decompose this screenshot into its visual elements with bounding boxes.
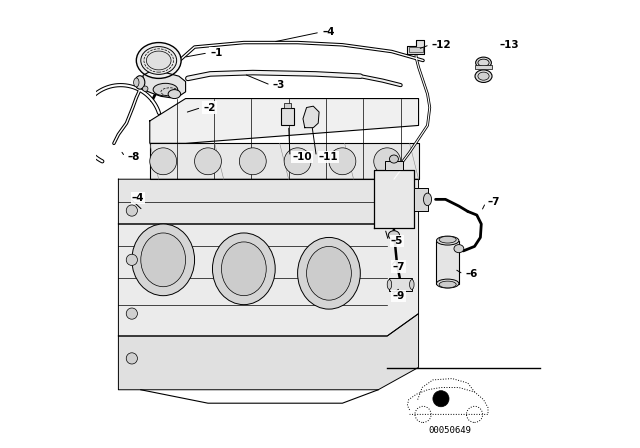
Ellipse shape bbox=[388, 231, 399, 240]
Ellipse shape bbox=[284, 148, 311, 175]
Ellipse shape bbox=[329, 148, 356, 175]
Text: –2: –2 bbox=[204, 103, 216, 112]
Ellipse shape bbox=[239, 148, 266, 175]
Text: –7: –7 bbox=[488, 198, 500, 207]
Text: 00050649: 00050649 bbox=[428, 426, 472, 435]
Ellipse shape bbox=[134, 78, 139, 87]
Ellipse shape bbox=[168, 90, 180, 99]
Ellipse shape bbox=[475, 70, 492, 82]
Polygon shape bbox=[143, 72, 186, 98]
Bar bbox=[385, 161, 403, 170]
Circle shape bbox=[433, 391, 449, 407]
Ellipse shape bbox=[126, 353, 138, 364]
Ellipse shape bbox=[476, 57, 492, 69]
Bar bbox=[409, 47, 422, 52]
Ellipse shape bbox=[424, 193, 431, 206]
Ellipse shape bbox=[439, 281, 456, 288]
Ellipse shape bbox=[141, 47, 177, 74]
Ellipse shape bbox=[135, 76, 145, 89]
Ellipse shape bbox=[147, 51, 171, 70]
Bar bbox=[476, 65, 492, 69]
Text: –11: –11 bbox=[319, 152, 339, 162]
Text: –5: –5 bbox=[391, 236, 403, 246]
Ellipse shape bbox=[374, 148, 401, 175]
Text: –4: –4 bbox=[132, 193, 145, 203]
Bar bbox=[282, 108, 294, 125]
Polygon shape bbox=[374, 170, 414, 228]
Ellipse shape bbox=[439, 237, 456, 243]
Polygon shape bbox=[118, 314, 419, 390]
Ellipse shape bbox=[298, 237, 360, 309]
Ellipse shape bbox=[132, 224, 195, 296]
Ellipse shape bbox=[141, 233, 186, 287]
Text: –9: –9 bbox=[392, 291, 405, 301]
Ellipse shape bbox=[478, 72, 489, 80]
Ellipse shape bbox=[389, 155, 398, 163]
Ellipse shape bbox=[478, 59, 489, 66]
Ellipse shape bbox=[195, 148, 221, 175]
Text: –12: –12 bbox=[432, 40, 452, 50]
Text: –4: –4 bbox=[323, 27, 335, 37]
Ellipse shape bbox=[212, 233, 275, 305]
Polygon shape bbox=[407, 40, 424, 54]
Ellipse shape bbox=[410, 280, 414, 289]
Polygon shape bbox=[118, 179, 419, 224]
Text: –1: –1 bbox=[210, 48, 223, 58]
Ellipse shape bbox=[136, 43, 181, 78]
Ellipse shape bbox=[307, 246, 351, 300]
Text: –3: –3 bbox=[273, 80, 285, 90]
Ellipse shape bbox=[126, 308, 138, 319]
Text: –6: –6 bbox=[465, 269, 478, 279]
Polygon shape bbox=[150, 99, 419, 143]
Bar bbox=[389, 278, 412, 291]
Bar bbox=[436, 241, 459, 284]
Ellipse shape bbox=[126, 254, 138, 265]
Ellipse shape bbox=[436, 236, 459, 245]
Ellipse shape bbox=[143, 86, 148, 91]
Text: –13: –13 bbox=[499, 40, 519, 50]
Polygon shape bbox=[414, 188, 428, 211]
Ellipse shape bbox=[150, 148, 177, 175]
Ellipse shape bbox=[387, 280, 392, 289]
Bar bbox=[284, 103, 291, 108]
Polygon shape bbox=[118, 202, 419, 336]
Ellipse shape bbox=[153, 83, 178, 96]
Text: –7: –7 bbox=[392, 262, 405, 271]
Polygon shape bbox=[303, 106, 319, 128]
Polygon shape bbox=[150, 143, 419, 179]
Ellipse shape bbox=[454, 245, 464, 253]
Ellipse shape bbox=[221, 242, 266, 296]
Text: –10: –10 bbox=[292, 152, 312, 162]
Ellipse shape bbox=[126, 205, 138, 216]
Ellipse shape bbox=[436, 279, 459, 288]
Text: –8: –8 bbox=[127, 152, 140, 162]
